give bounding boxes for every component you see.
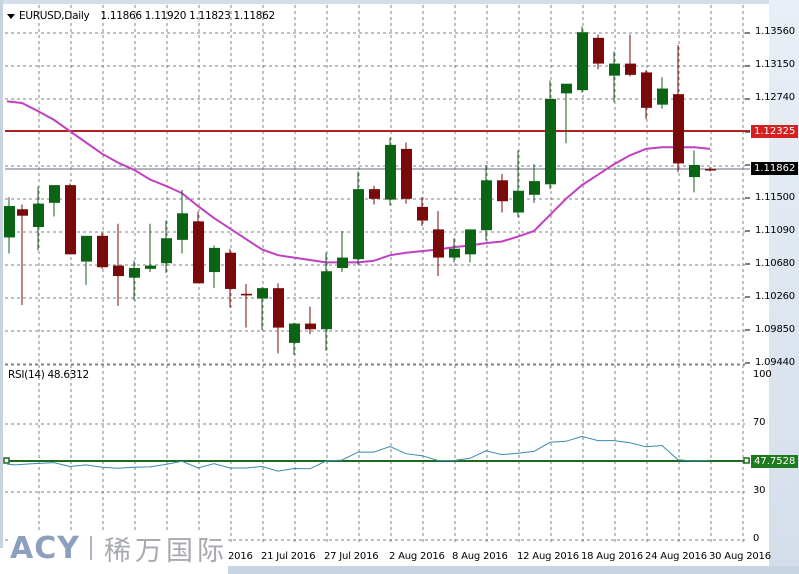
bullish-candle [513,190,524,213]
bullish-candle [481,180,492,231]
window-left-border [0,0,3,548]
bearish-candle [705,169,716,171]
price-axis-label: 1.13560 [755,26,795,37]
bearish-candle [625,63,636,75]
price-axis-label: 1.11090 [755,225,795,236]
rsi-axis-label: 0 [753,533,760,544]
bullish-candle [465,229,476,255]
bullish-candle [337,257,348,269]
window-bottom-scrollbar[interactable] [228,566,799,574]
price-axis-label: 1.10680 [755,258,795,269]
bearish-candle [417,206,428,221]
acy-logo: ACY 稀万国际 [10,530,228,567]
rsi-indicator-label: RSI(14) 48.6312 [8,369,89,381]
time-axis-label: 2016 [228,551,253,562]
bearish-candle [113,265,124,277]
price-axis-label: 1.11500 [755,192,795,203]
bullish-candle [49,185,60,203]
bullish-candle [353,189,364,260]
logo-brand-text: ACY [10,530,80,566]
bid-price-tag: 1.11862 [751,162,799,175]
bullish-candle [129,268,140,278]
time-axis-label: 30 Aug 2016 [709,551,771,562]
bearish-candle [433,229,444,258]
dropdown-arrow-icon[interactable] [7,13,15,19]
bearish-candle [401,148,412,199]
time-axis-label: 27 Jul 2016 [324,551,379,562]
bullish-candle [145,265,156,269]
logo-chinese-text: 稀万国际 [103,535,228,567]
bullish-candle [561,83,572,94]
price-axis-label: 1.09850 [755,324,795,335]
rsi-line [6,435,711,472]
time-axis-label: 21 Jul 2016 [261,551,316,562]
time-axis-label: 12 Aug 2016 [517,551,579,562]
rsi-level-handle-left [3,457,10,464]
bullish-candle [4,206,15,238]
bearish-candle [17,209,28,216]
bearish-candle [97,235,108,268]
bearish-candle [225,252,236,289]
bullish-candle [209,247,220,273]
rsi-axis-label: 30 [753,485,766,496]
bearish-candle [273,288,284,328]
bearish-candle [305,323,316,330]
window-top-border [0,0,799,4]
bullish-candle [385,144,396,200]
bullish-candle [33,203,44,227]
bullish-candle [161,238,172,264]
price-axis-label: 1.12740 [755,92,795,103]
bullish-candle [689,165,700,178]
horizontal-line-price-tag: 1.12325 [751,125,799,138]
time-axis-label: 24 Aug 2016 [645,551,707,562]
bearish-candle [241,293,252,296]
rsi-level-tag: 47.7528 [751,455,799,468]
bearish-candle [593,37,604,64]
bearish-candle [369,189,380,199]
rsi-axis-label: 100 [753,369,772,380]
bullish-candle [545,99,556,185]
bullish-candle [609,63,620,76]
symbol-header[interactable]: EURUSD,Daily 1.11866 1.11920 1.11823 1.1… [7,10,275,22]
bullish-candle [577,32,588,91]
bearish-candle [673,94,684,164]
ohlc-close: 1.11862 [233,10,276,22]
bullish-candle [657,88,668,105]
price-axis-label: 1.13150 [755,59,795,70]
bullish-candle [321,271,332,330]
bullish-candle [177,213,188,240]
symbol-timeframe: EURUSD,Daily [19,10,90,22]
logo-divider [89,536,92,560]
bearish-candle [65,185,76,255]
bearish-candle [497,180,508,202]
ohlc-high: 1.11920 [144,10,187,22]
bearish-candle [641,72,652,108]
bearish-candle [193,221,204,284]
price-axis-label: 1.09440 [755,357,795,368]
window-right-border [769,0,799,574]
rsi-level-handle-right [743,457,750,464]
bullish-candle [449,248,460,258]
bullish-candle [529,181,540,195]
bullish-candle [81,235,92,262]
ohlc-low: 1.11823 [189,10,231,22]
ohlc-open: 1.11866 [100,10,142,22]
price-axis-label: 1.10260 [755,291,795,302]
time-axis-label: 2 Aug 2016 [389,551,445,562]
time-axis-label: 18 Aug 2016 [581,551,643,562]
bullish-candle [289,323,300,343]
rsi-axis-label: 70 [753,417,766,428]
time-axis-label: 8 Aug 2016 [452,551,508,562]
bullish-candle [257,288,268,299]
